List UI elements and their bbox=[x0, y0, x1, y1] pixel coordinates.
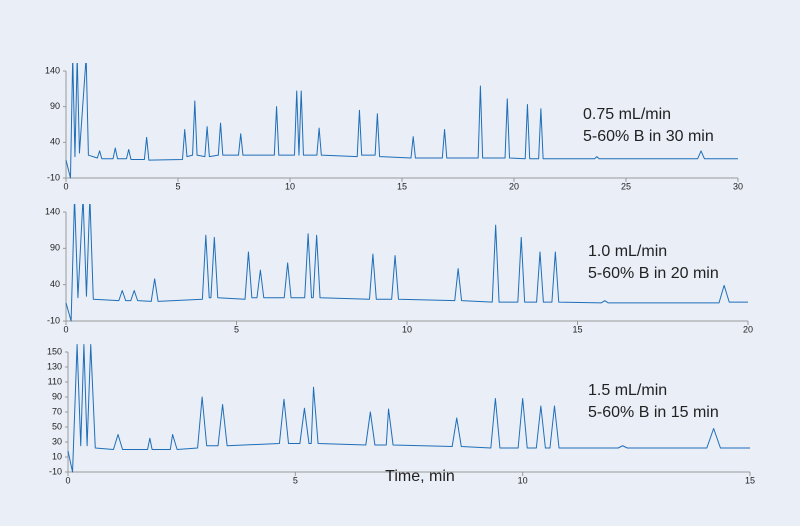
annotation: 5-60% B in 15 min bbox=[588, 404, 719, 421]
y-tick-label: 130 bbox=[47, 361, 62, 371]
y-tick-label: 150 bbox=[47, 346, 62, 356]
x-tick-label: 5 bbox=[175, 181, 180, 191]
x-tick-label: 15 bbox=[745, 475, 755, 485]
y-tick-label: 110 bbox=[48, 376, 62, 386]
x-tick-label: 20 bbox=[509, 181, 519, 191]
y-tick-label: 50 bbox=[52, 421, 62, 431]
annotation: 5-60% B in 30 min bbox=[583, 128, 714, 145]
y-tick-label: 90 bbox=[52, 391, 62, 401]
y-tick-label: 70 bbox=[52, 406, 62, 416]
y-tick-label: 40 bbox=[50, 279, 60, 289]
x-tick-label: 0 bbox=[63, 324, 68, 334]
y-tick-label: -10 bbox=[47, 315, 60, 325]
x-tick-label: 10 bbox=[285, 181, 295, 191]
x-tick-label: 10 bbox=[402, 324, 412, 334]
trace bbox=[65, 204, 748, 322]
x-tick-label: 5 bbox=[234, 324, 239, 334]
trace bbox=[65, 63, 738, 179]
x-axis-label: Time, min bbox=[385, 468, 455, 485]
x-tick-label: 15 bbox=[572, 324, 582, 334]
chromatogram-panel: -10 40 90 140 0 5 10 15 20 1.0 mL/min 5-60% B in 2… bbox=[45, 204, 753, 334]
x-tick-label: 30 bbox=[733, 181, 743, 191]
y-tick-label: 90 bbox=[50, 243, 60, 253]
trace bbox=[67, 344, 750, 473]
x-tick-label: 0 bbox=[63, 181, 68, 191]
y-tick-label: -10 bbox=[49, 466, 62, 476]
chromatogram-panel: -10 10 30 50 70 90 110 130 150 0 5 10 15 1.5 mL/min 5-… bbox=[47, 344, 755, 485]
y-tick-label: 40 bbox=[50, 137, 60, 147]
y-tick-label: 30 bbox=[52, 436, 62, 446]
y-tick-label: 10 bbox=[52, 451, 62, 461]
y-tick-label: -10 bbox=[47, 172, 60, 182]
y-tick-label: 140 bbox=[45, 206, 60, 216]
x-tick-label: 15 bbox=[397, 181, 407, 191]
y-tick-label: 140 bbox=[45, 65, 60, 75]
annotation: 1.0 mL/min bbox=[588, 243, 667, 260]
y-tick-label: 90 bbox=[50, 101, 60, 111]
annotation: 5-60% B in 20 min bbox=[588, 265, 719, 282]
chromatogram-panel: -10 40 90 140 0 5 10 15 20 25 30 0.75 mL/min 5-60% B… bbox=[45, 63, 743, 191]
x-tick-label: 20 bbox=[743, 324, 753, 334]
x-tick-label: 0 bbox=[65, 475, 70, 485]
x-tick-label: 5 bbox=[293, 475, 298, 485]
annotation: 1.5 mL/min bbox=[588, 382, 667, 399]
x-tick-label: 25 bbox=[621, 181, 631, 191]
annotation: 0.75 mL/min bbox=[583, 106, 671, 123]
x-tick-label: 10 bbox=[518, 475, 528, 485]
